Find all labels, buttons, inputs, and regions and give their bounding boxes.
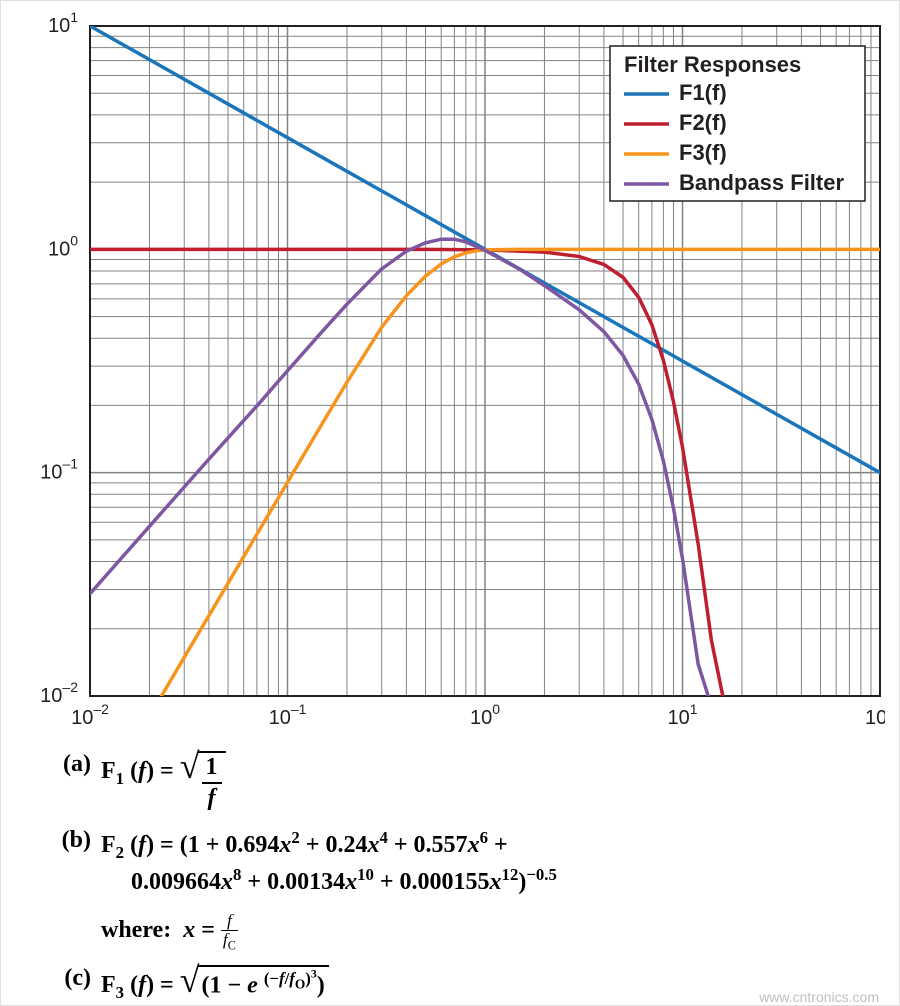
filter-response-chart: 10–2 10–1 100 101 102 10–2 10–1 100 101 Filter Re… [15,1,885,741]
svg-text:10–2: 10–2 [71,701,109,729]
watermark: www.cntronics.com [759,989,879,1005]
svg-text:10–2: 10–2 [40,679,78,707]
svg-text:100: 100 [470,701,500,729]
svg-text:101: 101 [48,9,78,37]
svg-text:102: 102 [865,701,885,729]
equation-b: (b) F2 (f) = (1 + 0.694x2 + 0.24x4 + 0.5… [41,827,861,899]
svg-text:Bandpass Filter: Bandpass Filter [679,170,844,195]
svg-text:100: 100 [48,232,78,260]
eq-b-tag: (b) [41,827,101,854]
eq-c-tag: (c) [41,965,101,992]
eq-a-tag: (a) [41,751,101,778]
eq-a-lhs: F1 (f) = [101,758,180,784]
equations-block: (a) F1 (f) = √ 1 f (b) F2 (f) = (1 + 0.6… [41,751,861,1005]
eq-a-rhs: √ 1 f [180,751,226,813]
eq-b-where-frac: f fC [221,912,238,951]
svg-text:10–1: 10–1 [40,456,78,484]
svg-text:10–1: 10–1 [269,701,307,729]
svg-text:101: 101 [667,701,697,729]
svg-text:F3(f): F3(f) [679,140,727,165]
chart-svg: 10–2 10–1 100 101 102 10–2 10–1 100 101 Filter Re… [15,1,885,741]
svg-text:F1(f): F1(f) [679,80,727,105]
equation-b-where: where: x = f fC [41,912,861,951]
eq-a-num: 1 [202,753,222,784]
eq-b-where-label: where: [101,917,171,943]
equation-c: (c) F3 (f) = √ (1 − e (−f/fO)3) [41,965,861,1004]
svg-text:Filter Responses: Filter Responses [624,52,801,77]
eq-b-body: F2 (f) = (1 + 0.694x2 + 0.24x4 + 0.557x6… [101,827,861,899]
eq-a-den: f [202,784,222,813]
equation-a: (a) F1 (f) = √ 1 f [41,751,861,813]
eq-c-rhs: √ (1 − e (−f/fO)3) [180,965,329,1000]
svg-text:F2(f): F2(f) [679,110,727,135]
